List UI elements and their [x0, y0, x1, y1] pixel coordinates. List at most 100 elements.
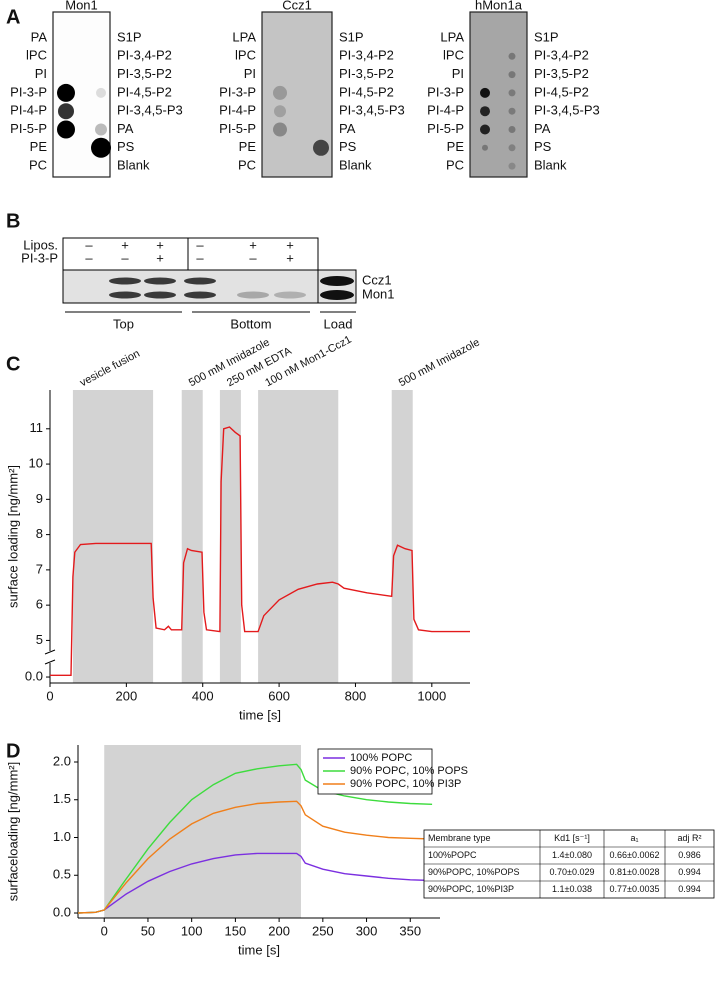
x-tick-label: 50 [141, 923, 155, 938]
interval-label: 500 mM Imidazole [397, 336, 482, 389]
lipid-label: Blank [534, 158, 567, 173]
lane-sign: + [156, 237, 164, 252]
lipid-label: lPC [235, 48, 256, 63]
fraction-label: Top [113, 316, 134, 331]
blot-spot [273, 85, 287, 100]
interval-label: vesicle fusion [78, 348, 142, 390]
lipid-label: PI-3,4-P2 [534, 48, 589, 63]
shaded-interval [104, 745, 301, 918]
blot-title: Ccz1 [282, 0, 312, 12]
lipid-label: PI-3-P [10, 84, 47, 99]
legend-label: 90% POPC, 10% POPS [350, 765, 468, 777]
band-label: Ccz1 [362, 272, 392, 287]
table-cell: a₁ [630, 833, 638, 843]
lipid-label: PI-5-P [10, 121, 47, 136]
lipid-label: PI-3,4,5-P3 [117, 103, 183, 118]
gel-band [184, 277, 216, 285]
lane-sign: + [286, 237, 294, 252]
x-tick-label: 300 [356, 923, 378, 938]
fraction-label: Bottom [230, 316, 271, 331]
panel-label: D [6, 740, 20, 762]
panel-label: B [6, 210, 20, 232]
table-cell: 1.1±0.038 [552, 884, 592, 894]
lipid-label: Blank [117, 158, 150, 173]
lipid-label: PI-4,5-P2 [117, 84, 172, 99]
x-tick-label: 150 [225, 923, 247, 938]
fraction-label: Load [324, 316, 353, 331]
gel-band [320, 276, 354, 286]
legend-label: 90% POPC, 10% PI3P [350, 778, 461, 790]
data-line [77, 852, 433, 914]
table-cell: 0.994 [678, 884, 701, 894]
row-label: Lipos. [23, 237, 58, 252]
y-tick-label: 11 [30, 420, 44, 435]
lipid-label: PI-3,4-P2 [117, 48, 172, 63]
blot-membrane [469, 11, 528, 178]
lipid-label: PI-3-P [219, 84, 256, 99]
lane-sign: – [196, 250, 204, 265]
lipid-label: PI [35, 66, 47, 81]
x-tick-label: 200 [268, 923, 290, 938]
lipid-label: PA [339, 121, 356, 136]
lane-sign: – [249, 250, 257, 265]
gel-band [237, 291, 269, 299]
table-cell: 0.66±0.0062 [610, 850, 660, 860]
lane-sign: + [249, 237, 257, 252]
lipid-label: PS [117, 139, 135, 154]
band-label: Mon1 [362, 286, 395, 301]
lipid-label: S1P [339, 29, 364, 44]
y-tick-label: 1.0 [53, 829, 71, 844]
panel-label: C [6, 353, 20, 375]
lipid-label: PI-4,5-P2 [534, 84, 589, 99]
lipid-label: PI-4-P [219, 103, 256, 118]
table-cell: 0.986 [678, 850, 701, 860]
data-line [50, 426, 470, 676]
blot-spot [508, 107, 516, 115]
blot-spot [480, 106, 490, 117]
lipid-label: PA [117, 121, 134, 136]
shaded-interval [219, 390, 241, 683]
gel-band [109, 277, 141, 285]
y-tick-label: 1.5 [53, 791, 71, 806]
shaded-interval [181, 390, 203, 683]
table-cell: 0.994 [678, 867, 701, 877]
blot-spot [480, 87, 490, 98]
x-tick-label: 600 [268, 688, 290, 703]
lipid-label: PC [238, 158, 256, 173]
x-tick-label: 0 [101, 923, 108, 938]
y-tick-label: 0.0 [53, 904, 71, 919]
lipid-label: PI-3,4-P2 [339, 48, 394, 63]
lipid-label: PI-3,5-P2 [534, 66, 589, 81]
x-tick-label: 0 [46, 688, 53, 703]
lane-sign: + [156, 250, 164, 265]
lipid-label: PI-4-P [427, 103, 464, 118]
legend-label: 100% POPC [350, 752, 412, 764]
y-tick-label: 0.5 [53, 867, 71, 882]
gel-strip [62, 269, 319, 304]
x-axis-title: time [s] [239, 707, 281, 722]
blot-spot [57, 83, 75, 102]
lipid-label: PE [239, 139, 257, 154]
y-tick-label: 0.0 [25, 668, 43, 683]
x-tick-label: 200 [116, 688, 138, 703]
lipid-label: PI-4,5-P2 [339, 84, 394, 99]
table-cell: 1.4±0.080 [552, 850, 592, 860]
table-cell: Kd1 [s⁻¹] [554, 833, 590, 843]
gel-header [62, 237, 319, 271]
blot-spot [57, 120, 75, 139]
lane-sign: – [85, 250, 93, 265]
shaded-interval [258, 390, 339, 683]
y-tick-label: 2.0 [53, 753, 71, 768]
y-axis-title: surface loading [ng/mm²] [5, 465, 20, 608]
table-cell: 90%POPC, 10%PI3P [428, 884, 514, 894]
y-tick-label: 8 [36, 526, 43, 541]
shaded-interval [391, 390, 413, 683]
gel-band [144, 291, 176, 299]
x-tick-label: 800 [345, 688, 367, 703]
blot-spot [508, 126, 516, 133]
row-label: PI-3-P [21, 250, 58, 265]
lipid-label: PI-4-P [10, 103, 47, 118]
lipid-label: PI-3,4,5-P3 [339, 103, 405, 118]
blot-spot [508, 89, 516, 97]
lipid-label: lPC [443, 48, 464, 63]
